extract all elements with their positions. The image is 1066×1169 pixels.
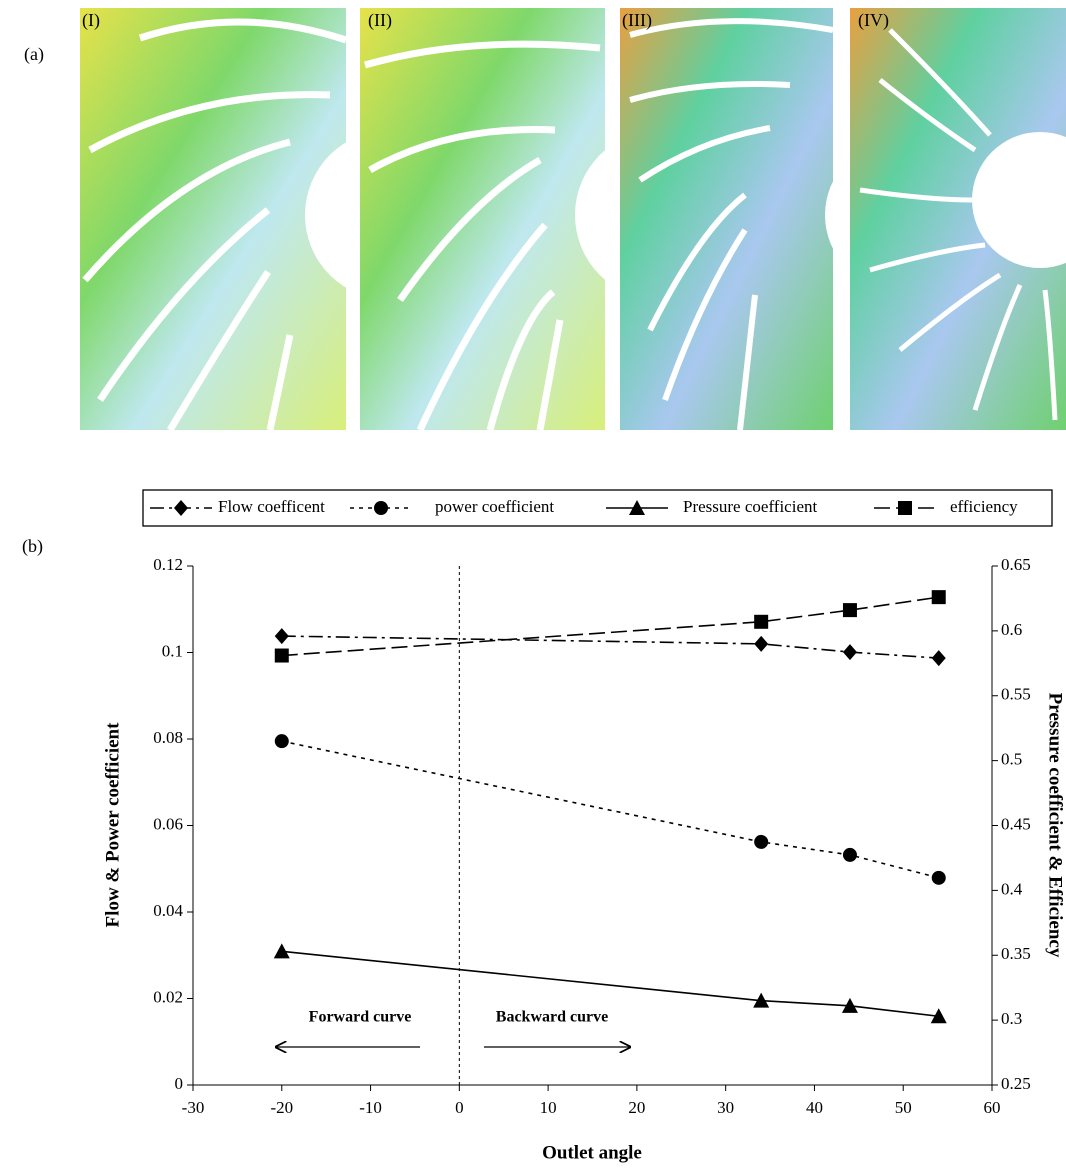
marker bbox=[754, 635, 769, 652]
x-tick-label: 40 bbox=[806, 1098, 823, 1117]
y2-axis-label: Pressure coefficient & Efficiency bbox=[1045, 693, 1066, 958]
x-tick-label: 20 bbox=[628, 1098, 645, 1117]
marker bbox=[842, 603, 857, 618]
x-tick-label: 10 bbox=[540, 1098, 557, 1117]
marker bbox=[842, 644, 857, 661]
y2-tick-label: 0.5 bbox=[1001, 750, 1022, 769]
marker bbox=[931, 590, 946, 605]
panel-label: (II) bbox=[368, 10, 392, 31]
marker bbox=[753, 992, 770, 1008]
x-tick-label: 60 bbox=[984, 1098, 1001, 1117]
y-tick-label: 0 bbox=[175, 1074, 184, 1093]
hub bbox=[972, 132, 1066, 268]
panel-label: (III) bbox=[622, 10, 652, 31]
y2-tick-label: 0.65 bbox=[1001, 555, 1031, 574]
marker bbox=[754, 614, 769, 629]
series-line bbox=[281, 635, 939, 659]
x-tick-label: -10 bbox=[359, 1098, 382, 1117]
y2-tick-label: 0.25 bbox=[1001, 1074, 1031, 1093]
x-tick-label: -30 bbox=[182, 1098, 205, 1117]
marker bbox=[930, 1008, 947, 1024]
legend-label: efficiency bbox=[950, 497, 1018, 516]
marker bbox=[273, 943, 290, 959]
y-tick-label: 0.12 bbox=[153, 555, 183, 574]
marker bbox=[374, 501, 388, 515]
marker bbox=[898, 501, 912, 515]
panel-label: (I) bbox=[82, 10, 100, 31]
annotation: Forward curve bbox=[309, 1009, 412, 1026]
image-panel bbox=[360, 8, 605, 430]
blades bbox=[859, 28, 1058, 421]
series-line bbox=[281, 950, 939, 1018]
y2-tick-label: 0.6 bbox=[1001, 620, 1022, 639]
y-tick-label: 0.06 bbox=[153, 814, 183, 833]
marker bbox=[842, 847, 857, 862]
y2-tick-label: 0.45 bbox=[1001, 814, 1031, 833]
y-axis-label: Flow & Power coefficient bbox=[102, 722, 123, 928]
marker bbox=[629, 500, 645, 515]
legend-label: Flow coefficent bbox=[218, 497, 325, 516]
y2-tick-label: 0.35 bbox=[1001, 944, 1031, 963]
y2-tick-label: 0.4 bbox=[1001, 879, 1023, 898]
y-tick-label: 0.1 bbox=[162, 641, 183, 660]
panel-label: (IV) bbox=[858, 10, 889, 31]
marker bbox=[274, 734, 289, 749]
x-tick-label: 0 bbox=[455, 1098, 464, 1117]
legend-label: Pressure coefficient bbox=[683, 497, 817, 516]
x-tick-label: 50 bbox=[895, 1098, 912, 1117]
marker bbox=[174, 500, 188, 516]
annotation: Backward curve bbox=[496, 1009, 608, 1026]
blades bbox=[629, 18, 834, 431]
series-line bbox=[281, 596, 939, 657]
marker bbox=[754, 834, 769, 849]
marker bbox=[931, 650, 946, 667]
marker bbox=[274, 648, 289, 663]
x-tick-label: -20 bbox=[270, 1098, 293, 1117]
x-tick-label: 30 bbox=[717, 1098, 734, 1117]
y-tick-label: 0.02 bbox=[153, 987, 183, 1006]
blades bbox=[364, 40, 601, 432]
y-tick-label: 0.04 bbox=[153, 901, 183, 920]
y2-tick-label: 0.3 bbox=[1001, 1009, 1022, 1028]
flow-images: (I) (II) (III) (IV) bbox=[80, 8, 1066, 432]
x-axis-label: Outlet angle bbox=[542, 1142, 642, 1163]
y2-tick-label: 0.55 bbox=[1001, 685, 1031, 704]
image-panel bbox=[620, 8, 833, 430]
marker bbox=[931, 870, 946, 885]
legend-label: power coefficient bbox=[435, 497, 554, 516]
figure-label: (a) bbox=[24, 44, 44, 65]
y-tick-label: 0.08 bbox=[153, 728, 183, 747]
figure-label: (b) bbox=[22, 536, 43, 557]
marker bbox=[841, 997, 858, 1013]
blades bbox=[82, 18, 348, 432]
marker bbox=[274, 628, 289, 645]
series-line bbox=[281, 740, 939, 879]
